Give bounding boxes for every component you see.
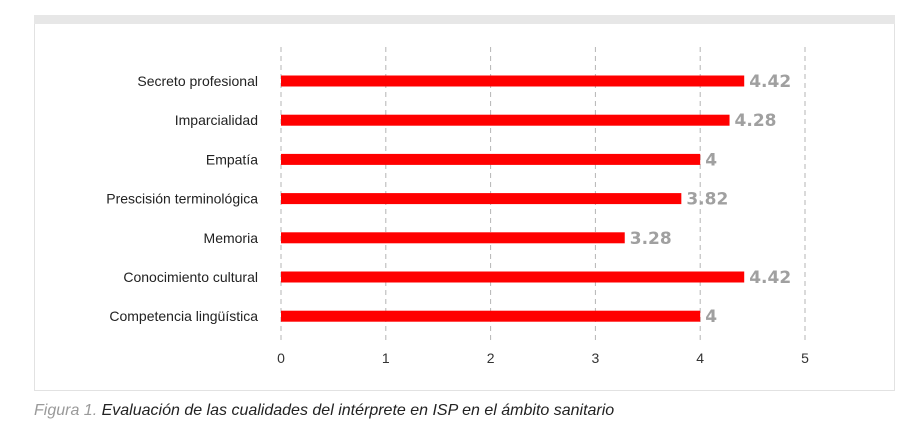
value-label: 4.42 <box>749 72 791 92</box>
chart-top-strip <box>34 15 895 24</box>
x-tick-label: 5 <box>801 350 809 366</box>
value-label: 4.42 <box>749 268 791 288</box>
value-label: 4 <box>705 307 717 327</box>
value-label: 3.28 <box>630 229 672 249</box>
x-tick-label: 3 <box>592 350 600 366</box>
x-tick-label: 1 <box>382 350 390 366</box>
bar <box>281 153 701 165</box>
category-label: Imparcialidad <box>175 112 258 128</box>
x-tick-label: 0 <box>277 350 285 366</box>
value-label: 3.82 <box>686 190 728 210</box>
category-label: Secreto profesional <box>137 73 258 89</box>
bar <box>281 310 701 322</box>
value-label: 4 <box>705 150 717 170</box>
figure-caption: Figura 1. Evaluación de las cualidades d… <box>34 402 614 420</box>
category-label: Prescisión terminológica <box>106 191 258 207</box>
bar <box>281 114 730 126</box>
caption-text: Evaluación de las cualidades del intérpr… <box>101 402 615 419</box>
bar <box>281 193 682 205</box>
value-label: 4.28 <box>735 111 777 131</box>
caption-prefix: Figura 1. <box>34 402 98 419</box>
bar <box>281 232 625 244</box>
category-label: Empatía <box>206 151 258 167</box>
x-tick-label: 2 <box>487 350 495 366</box>
x-tick-label: 4 <box>696 350 704 366</box>
bar <box>281 75 745 87</box>
category-label: Conocimiento cultural <box>123 269 258 285</box>
category-label: Memoria <box>204 230 259 246</box>
bar <box>281 271 745 283</box>
category-label: Competencia lingüística <box>109 308 258 324</box>
